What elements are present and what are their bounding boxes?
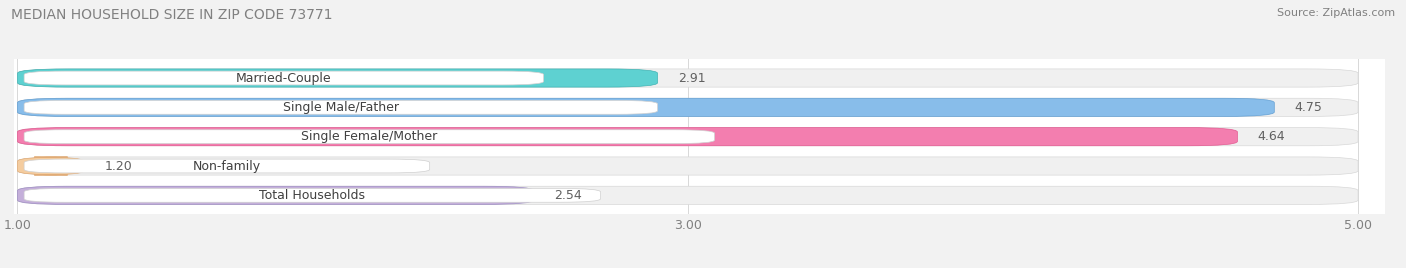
Text: Total Households: Total Households [259,189,366,202]
Text: MEDIAN HOUSEHOLD SIZE IN ZIP CODE 73771: MEDIAN HOUSEHOLD SIZE IN ZIP CODE 73771 [11,8,333,22]
Text: 2.91: 2.91 [678,72,706,84]
FancyBboxPatch shape [24,100,658,114]
Text: Non-family: Non-family [193,159,262,173]
Text: Married-Couple: Married-Couple [236,72,332,84]
Text: Source: ZipAtlas.com: Source: ZipAtlas.com [1277,8,1395,18]
FancyBboxPatch shape [17,128,1358,146]
FancyBboxPatch shape [24,130,714,144]
FancyBboxPatch shape [24,71,544,85]
FancyBboxPatch shape [24,159,430,173]
Text: 2.54: 2.54 [554,189,582,202]
FancyBboxPatch shape [17,69,658,87]
FancyBboxPatch shape [17,186,1358,204]
FancyBboxPatch shape [17,186,533,204]
FancyBboxPatch shape [17,157,1358,175]
FancyBboxPatch shape [17,128,1237,146]
FancyBboxPatch shape [17,98,1358,116]
FancyBboxPatch shape [24,188,600,202]
FancyBboxPatch shape [17,69,1358,87]
Text: Single Female/Mother: Single Female/Mother [301,130,437,143]
Text: 1.20: 1.20 [104,159,132,173]
FancyBboxPatch shape [17,157,84,175]
Text: 4.75: 4.75 [1295,101,1322,114]
Text: Single Male/Father: Single Male/Father [283,101,399,114]
Text: 4.64: 4.64 [1257,130,1285,143]
FancyBboxPatch shape [17,98,1274,116]
